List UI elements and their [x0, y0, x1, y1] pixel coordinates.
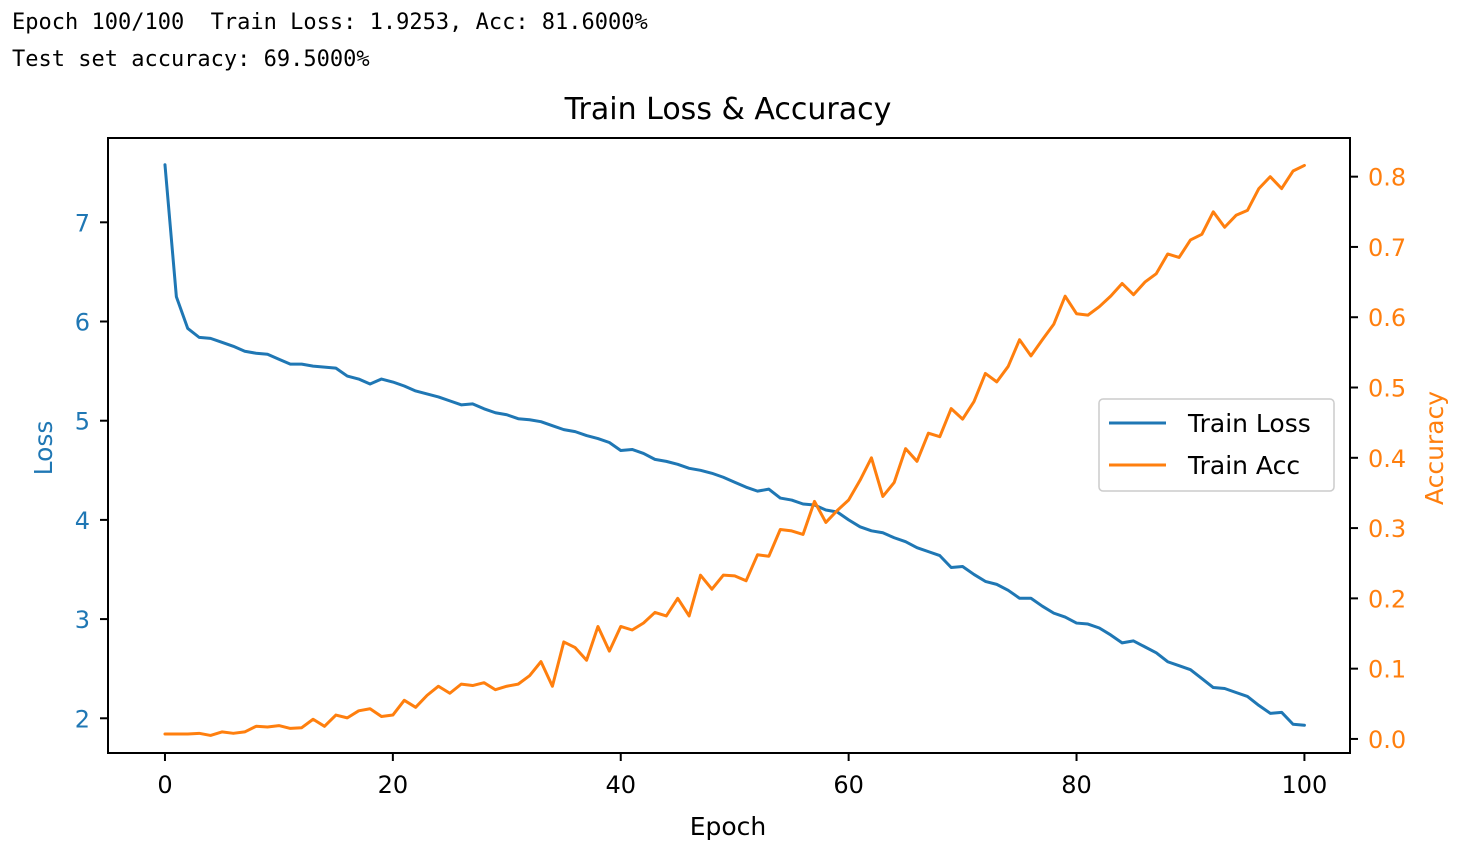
- y-right-tick-label: 0.8: [1368, 164, 1406, 192]
- y-left-tick-label: 4: [75, 507, 90, 535]
- y-right-tick-label: 0.0: [1368, 726, 1406, 754]
- chart-title: Train Loss & Accuracy: [564, 92, 892, 127]
- x-tick-label: 20: [378, 771, 409, 799]
- y-left-tick-label: 7: [75, 209, 90, 237]
- y-left-tick-label: 5: [75, 408, 90, 436]
- y-left-tick-label: 3: [75, 606, 90, 634]
- y-right-tick-label: 0.5: [1368, 375, 1406, 403]
- console-line-test-accuracy: Test set accuracy: 69.5000%: [12, 47, 370, 72]
- x-tick-label: 80: [1061, 771, 1092, 799]
- y-right-tick-label: 0.7: [1368, 234, 1406, 262]
- console-line-epoch: Epoch 100/100 Train Loss: 1.9253, Acc: 8…: [12, 10, 648, 35]
- y-right-tick-label: 0.4: [1368, 445, 1406, 473]
- legend-acc-label: Train Acc: [1187, 451, 1300, 480]
- y-right-tick-label: 0.3: [1368, 515, 1406, 543]
- y-right-tick-label: 0.2: [1368, 585, 1406, 613]
- x-tick-label: 0: [157, 771, 172, 799]
- plot-area-frame: [107, 137, 1351, 754]
- legend: Train Loss Train Acc: [1098, 398, 1335, 492]
- y-left-tick-label: 6: [75, 309, 90, 337]
- x-axis-label: Epoch: [690, 812, 767, 841]
- y-axis-label-right: Accuracy: [1420, 391, 1449, 505]
- y-right-tick-label: 0.6: [1368, 304, 1406, 332]
- y-right-tick-label: 0.1: [1368, 656, 1406, 684]
- x-tick-label: 40: [605, 771, 636, 799]
- legend-loss-label: Train Loss: [1187, 409, 1311, 438]
- y-axis-label-left: Loss: [29, 421, 58, 476]
- console-output: Epoch 100/100 Train Loss: 1.9253, Acc: 8…: [12, 4, 648, 78]
- y-left-tick-label: 2: [75, 705, 90, 733]
- x-tick-label: 100: [1282, 771, 1328, 799]
- x-tick-label: 60: [833, 771, 864, 799]
